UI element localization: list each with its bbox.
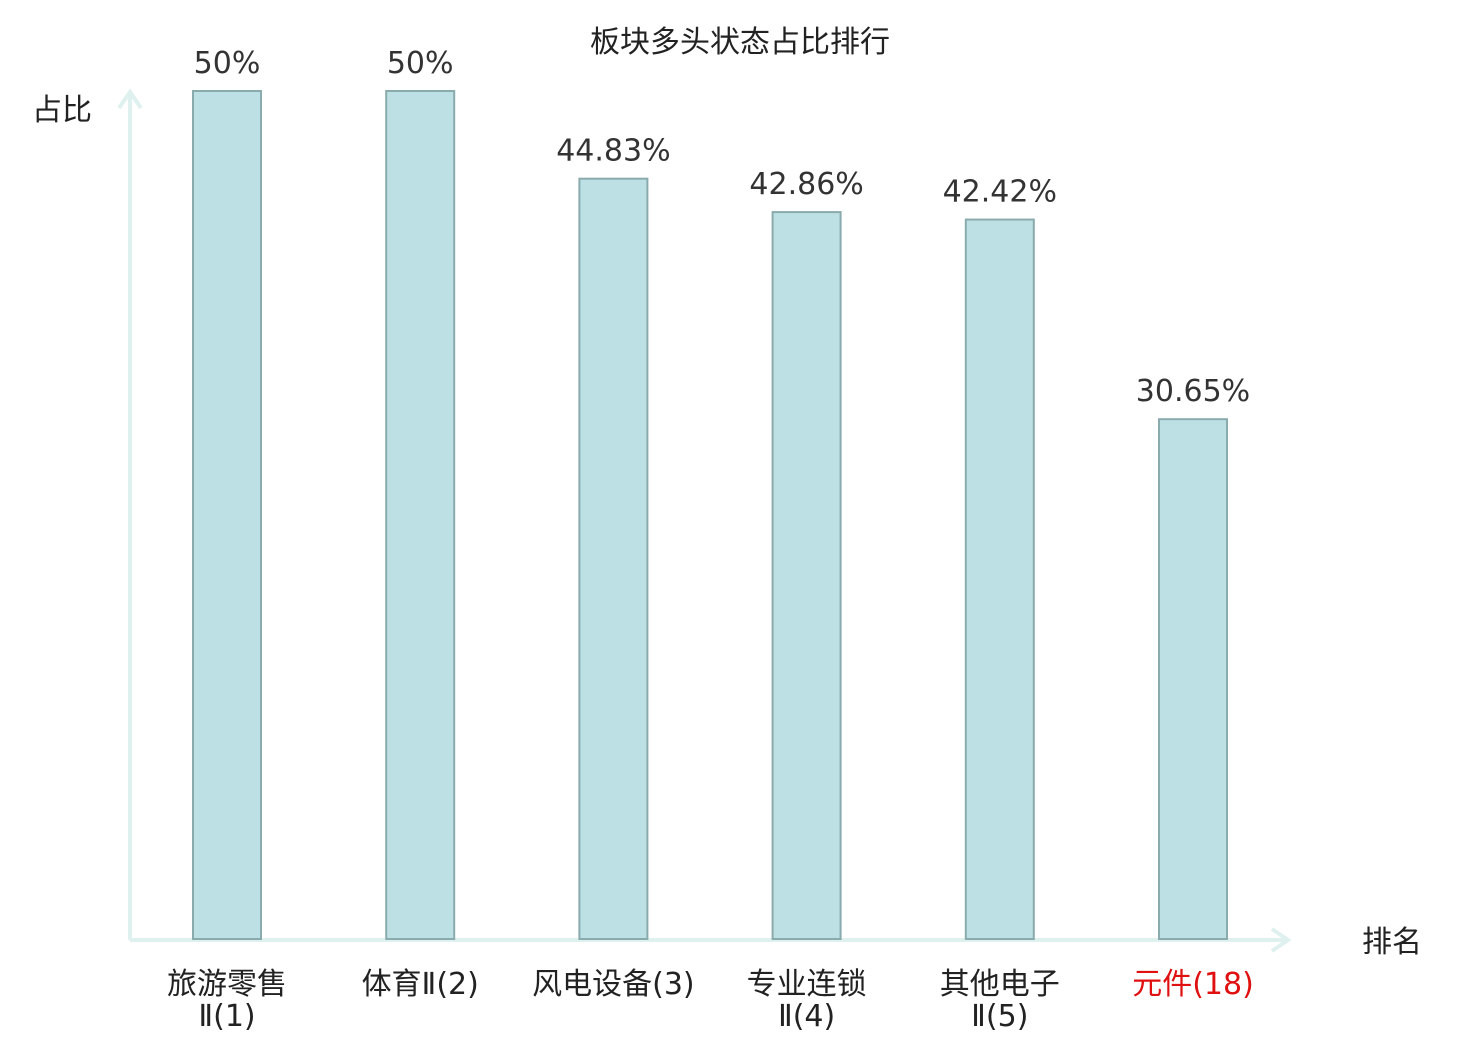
category-label: 专业连锁 Ⅱ(4): [747, 967, 867, 1034]
category-label: 元件(18): [1132, 967, 1254, 1002]
value-label: 50%: [194, 46, 261, 81]
value-label: 50%: [387, 46, 454, 81]
category-label: 其他电子 Ⅱ(5): [940, 967, 1060, 1034]
value-labels: 50% 50% 44.83% 42.86% 42.42% 30.65%: [194, 46, 1251, 409]
x-axis-label: 排名: [1362, 925, 1422, 960]
bar: [1158, 418, 1228, 940]
category-label-line: 体育Ⅱ(2): [362, 967, 479, 1002]
x-axis-arrow-icon: [1270, 927, 1292, 953]
category-label-line: 专业连锁: [747, 967, 867, 1002]
category-label-line: 元件(18): [1132, 967, 1254, 1002]
value-label: 30.65%: [1136, 374, 1250, 409]
category-label-line: 旅游零售: [167, 967, 287, 1002]
category-label-line: Ⅱ(4): [778, 999, 835, 1034]
bar: [964, 218, 1035, 940]
value-label: 44.83%: [556, 134, 670, 169]
bars: [192, 90, 1228, 940]
category-label-line: Ⅱ(1): [198, 999, 255, 1034]
y-axis-label: 占比: [32, 93, 92, 128]
bar: [771, 211, 842, 940]
bar: [578, 177, 649, 940]
axes: [117, 88, 1292, 953]
category-label: 风电设备(3): [532, 967, 695, 1002]
category-label-line: 风电设备(3): [532, 967, 695, 1002]
category-label-line: Ⅱ(5): [971, 999, 1028, 1034]
category-label: 体育Ⅱ(2): [362, 967, 479, 1002]
category-label: 旅游零售 Ⅱ(1): [167, 967, 287, 1034]
category-labels: 旅游零售 Ⅱ(1) 体育Ⅱ(2) 风电设备(3) 专业连锁 Ⅱ(4) 其他电子 Ⅱ(5) 元件(…: [167, 967, 1254, 1034]
bar: [192, 90, 262, 940]
value-label: 42.86%: [749, 167, 863, 202]
chart-title: 板块多头状态占比排行: [590, 25, 890, 60]
bar: [385, 90, 456, 940]
category-label-line: 其他电子: [940, 967, 1060, 1002]
y-axis-arrow-icon: [117, 88, 143, 110]
value-label: 42.42%: [943, 175, 1057, 210]
